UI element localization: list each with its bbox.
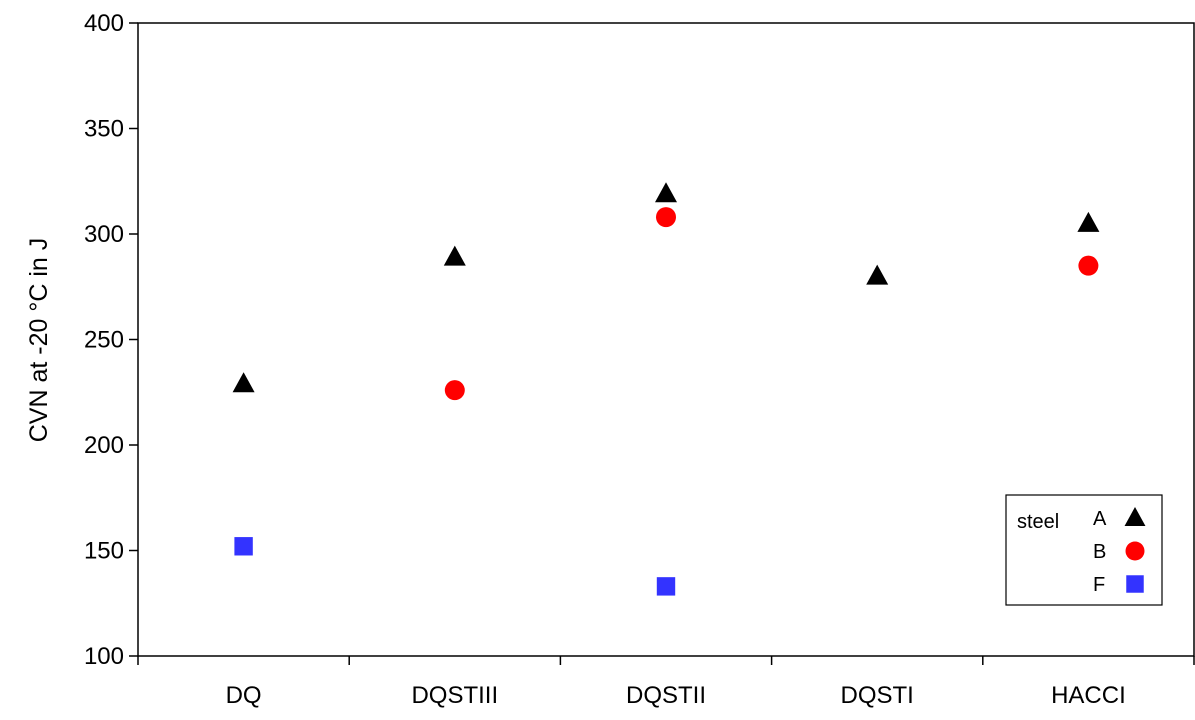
x-tick-label: DQSTIII	[411, 682, 498, 709]
data-points	[232, 182, 1100, 596]
x-tick-label: HACCI	[1051, 682, 1126, 709]
y-tick-label: 150	[84, 538, 124, 565]
x-tick-label: DQ	[226, 682, 262, 709]
y-tick-label: 250	[84, 327, 124, 354]
data-point-F-dqstii	[656, 577, 676, 596]
data-point-B-dqstiii	[444, 380, 465, 401]
data-point-F-dq	[234, 537, 253, 556]
y-tick-label: 100	[84, 643, 124, 670]
y-axis: 100 150 200 250 300 350 400	[84, 10, 138, 670]
x-tick-label: DQSTII	[626, 682, 706, 709]
data-point-A-hacci	[1077, 211, 1100, 232]
data-point-B-hacci	[1078, 255, 1099, 276]
legend-marker-B	[1125, 541, 1145, 561]
y-tick-label: 200	[84, 432, 124, 459]
data-point-B-dqstii	[656, 207, 676, 228]
legend: steel ABF	[1005, 494, 1163, 606]
data-point-A-dqsti	[866, 264, 889, 285]
y-tick-label: 350	[84, 116, 124, 143]
legend-marker-A	[1124, 506, 1146, 526]
legend-marker-F	[1126, 575, 1144, 593]
x-tick-label: DQSTI	[841, 682, 914, 709]
legend-label-B: B	[1093, 541, 1106, 563]
legend-label-F: F	[1093, 574, 1105, 596]
y-axis-title: CVN at -20 °C in J	[25, 238, 53, 443]
data-point-A-dq	[232, 372, 255, 393]
y-tick-label: 400	[84, 10, 124, 37]
data-point-A-dqstiii	[443, 245, 466, 266]
legend-label-A: A	[1093, 508, 1107, 530]
y-tick-label: 300	[84, 221, 124, 248]
data-point-A-dqstii	[655, 182, 677, 203]
legend-title: steel	[1017, 511, 1059, 533]
x-axis: DQ DQSTIII DQSTII DQSTI HACCI	[137, 656, 1195, 709]
